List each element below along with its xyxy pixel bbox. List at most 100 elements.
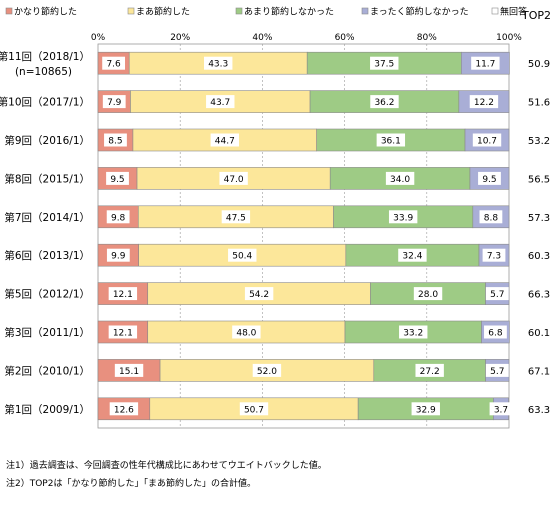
- value-label-r7-s2: 54.2: [249, 290, 269, 300]
- value-label-bg-r1-s1: [102, 56, 126, 70]
- value-label-bg-r5-s1: [106, 210, 130, 224]
- x-tick-label-5: 100%: [496, 33, 522, 43]
- value-label-bg-r4-s3: [385, 171, 415, 185]
- top2-value-7: 66.3: [528, 290, 550, 301]
- top2-value-3: 53.2: [528, 136, 550, 147]
- footnote-2: 注2）TOP2は「かなり節約した」「まあ節約した」の合計値。: [6, 479, 256, 489]
- value-label-bg-r2-s2: [206, 95, 235, 109]
- category-label-8: 第3回（2011/1）: [4, 326, 90, 339]
- value-label-r7-s3: 28.0: [418, 290, 438, 300]
- legend-swatch-1: [5, 7, 13, 15]
- value-label-r3-s1: 8.5: [108, 137, 122, 147]
- value-label-r8-s1: 12.1: [113, 329, 133, 339]
- category-label-9: 第2回（2010/1）: [4, 364, 90, 377]
- value-label-r7-s1: 12.1: [113, 290, 133, 300]
- value-label-bg-r4-s4: [478, 171, 501, 185]
- x-axis-tick-labels: 0% 20% 40% 60% 80% 100%: [91, 33, 522, 43]
- value-label-bg-r5-s3: [388, 210, 418, 224]
- value-label-r2-s4: 12.2: [474, 98, 494, 108]
- category-label-6: 第6回（2013/1）: [4, 249, 90, 262]
- value-label-r5-s3: 33.9: [393, 213, 413, 223]
- value-label-r10-s3: 32.9: [416, 405, 436, 415]
- value-label-r1-s3: 37.5: [374, 60, 394, 70]
- top2-value-4: 56.5: [528, 174, 550, 185]
- value-label-r10-s2: 50.7: [244, 405, 264, 415]
- value-label-r4-s3: 34.0: [390, 175, 410, 185]
- legend-label-5: 無回答: [500, 6, 527, 18]
- value-label-bg-r10-s4: [489, 402, 513, 416]
- value-label-bg-r6-s3: [398, 248, 427, 262]
- value-label-r8-s2: 48.0: [236, 329, 256, 339]
- legend-swatch-3: [235, 7, 243, 15]
- value-label-r2-s2: 43.7: [210, 98, 230, 108]
- category-label-7: 第5回（2012/1）: [4, 288, 90, 301]
- x-tick-label-4: 80%: [417, 33, 437, 43]
- category-label-10: 第1回（2009/1）: [4, 403, 90, 416]
- value-label-r9-s4: 5.7: [490, 367, 504, 377]
- value-label-bg-r2-s4: [469, 95, 499, 109]
- legend-label-2: まあ節約した: [136, 6, 190, 18]
- category-label-5: 第7回（2014/1）: [4, 211, 90, 224]
- top2-value-5: 57.3: [528, 213, 550, 224]
- top2-values: 50.9 51.6 53.2 56.5 57.3 60.3 66.3 60.1 67.1 63.3: [528, 59, 550, 416]
- x-tick-label-3: 60%: [335, 33, 355, 43]
- value-label-r10-s4: 3.7: [494, 405, 508, 415]
- value-label-r1-s1: 7.6: [106, 60, 121, 70]
- legend-swatch-4: [361, 7, 369, 15]
- value-label-r3-s4: 10.7: [477, 137, 497, 147]
- value-label-r8-s4: 6.8: [488, 329, 503, 339]
- value-label-r4-s4: 9.5: [482, 175, 496, 185]
- value-label-r1-s2: 43.3: [208, 60, 228, 70]
- category-label-4: 第8回（2015/1）: [4, 172, 90, 185]
- value-label-bg-r1-s4: [471, 56, 500, 70]
- value-label-r6-s3: 32.4: [402, 252, 422, 262]
- value-label-bg-r3-s4: [472, 133, 502, 147]
- value-label-bg-r3-s2: [210, 133, 239, 147]
- plot-frame: [97, 43, 510, 429]
- bars: 7.6 43.3 37.5 11.7 7.9 43.7 36.2 12.2 8.5 44.7 36.…: [97, 51, 513, 421]
- value-label-r10-s1: 12.6: [114, 405, 134, 415]
- value-label-bg-r7-s3: [413, 287, 443, 301]
- value-label-bg-r2-s1: [102, 95, 126, 109]
- value-label-bg-r9-s4: [485, 363, 509, 377]
- category-labels: 第11回（2018/1） (n=10865) 第10回（2017/1） 第9回（201…: [0, 50, 90, 416]
- category-label-2: 第10回（2017/1）: [0, 96, 90, 109]
- value-label-bg-r4-s1: [106, 171, 129, 185]
- value-label-bg-r9-s3: [415, 363, 444, 377]
- value-label-r3-s2: 44.7: [215, 137, 235, 147]
- legend-swatch-2: [127, 7, 135, 15]
- legend-label-4: まったく節約しなかった: [370, 6, 469, 18]
- category-label-1: 第11回（2018/1）: [0, 50, 90, 63]
- value-label-bg-r3-s3: [376, 133, 406, 147]
- value-label-r5-s4: 8.8: [484, 213, 499, 223]
- value-label-bg-r9-s1: [114, 363, 144, 377]
- legend-label-1: かなり節約した: [14, 6, 77, 18]
- value-label-bg-r5-s2: [221, 210, 251, 224]
- value-label-r6-s4: 7.3: [487, 252, 501, 262]
- value-label-r9-s1: 15.1: [119, 367, 139, 377]
- value-label-r6-s1: 9.9: [111, 252, 126, 262]
- top2-value-9: 67.1: [528, 366, 550, 377]
- value-label-bg-r10-s3: [411, 402, 440, 416]
- value-label-bg-r10-s1: [109, 402, 139, 416]
- value-label-bg-r1-s2: [204, 56, 233, 70]
- top2-value-6: 60.3: [528, 251, 550, 262]
- top2-header: TOP2: [521, 9, 551, 22]
- value-label-r4-s2: 47.0: [224, 175, 244, 185]
- top2-value-8: 60.1: [528, 328, 550, 339]
- value-label-bg-r10-s2: [239, 402, 269, 416]
- value-label-r9-s3: 27.2: [420, 367, 440, 377]
- top2-value-2: 51.6: [528, 98, 550, 109]
- x-tick-label-0: 0%: [91, 33, 106, 43]
- value-label-r7-s4: 5.7: [490, 290, 504, 300]
- value-label-r4-s1: 9.5: [110, 175, 124, 185]
- top2-value-1: 50.9: [528, 59, 550, 70]
- value-label-bg-r6-s2: [228, 248, 257, 262]
- value-label-bg-r8-s2: [232, 325, 261, 339]
- category-sublabel-1: (n=10865): [15, 66, 72, 78]
- value-label-bg-r8-s4: [484, 325, 507, 339]
- value-label-r8-s3: 33.2: [403, 329, 423, 339]
- x-tick-label-2: 40%: [252, 33, 272, 43]
- value-label-r1-s4: 11.7: [475, 60, 495, 70]
- value-label-r2-s1: 7.9: [107, 98, 122, 108]
